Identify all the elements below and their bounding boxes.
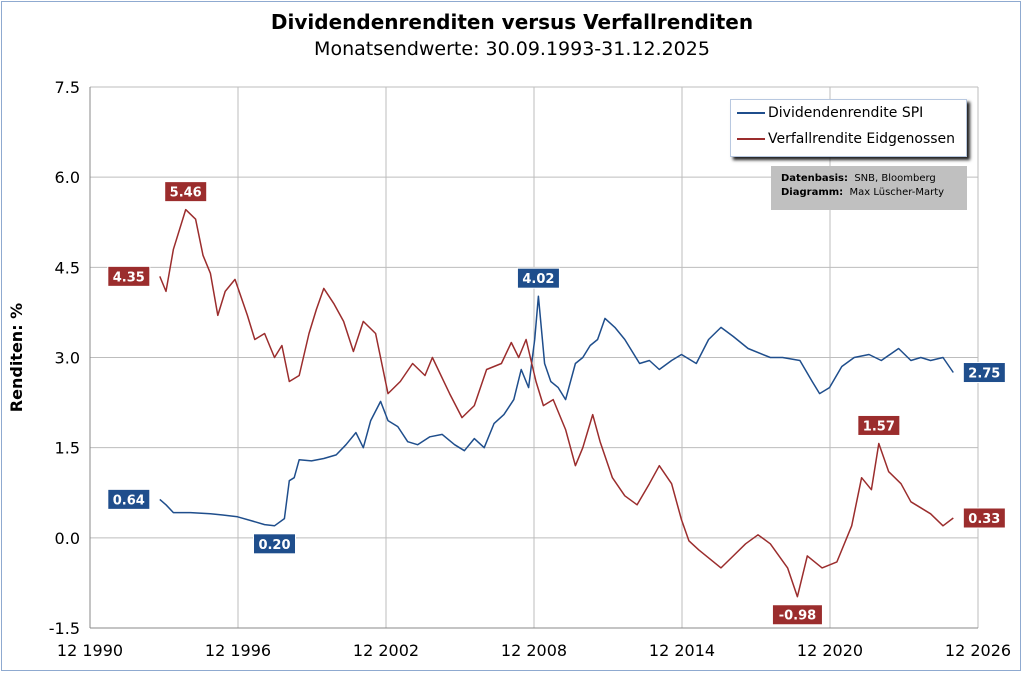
- data-label-box: [107, 488, 151, 510]
- series-line-verfallrendite: [159, 208, 954, 598]
- data-label-box: [771, 604, 823, 626]
- y-axis-label: Renditen: %: [7, 303, 26, 412]
- legend-item-yield: Verfallrendite Eidgenossen: [737, 131, 955, 147]
- y-tick-label: 7.5: [55, 78, 80, 97]
- source-label: Datenbasis:: [781, 173, 848, 184]
- source-value: SNB, Bloomberg: [854, 173, 936, 184]
- legend-swatch: [737, 112, 765, 114]
- legend: Dividendenrendite SPI Verfallrendite Eid…: [730, 99, 967, 157]
- x-tick-label: 12 2008: [501, 641, 567, 660]
- data-label: 0.20: [258, 538, 290, 553]
- data-label-box: [253, 533, 297, 555]
- data-label-box: [962, 507, 1006, 529]
- series-line-dividendenrendite: [159, 295, 954, 527]
- author-value: Max Lüscher-Marty: [849, 187, 945, 198]
- data-label: -0.98: [779, 609, 816, 624]
- y-tick-label: 4.5: [55, 258, 80, 277]
- y-tick-label: 0.0: [55, 529, 80, 548]
- data-label: 1.57: [863, 419, 895, 434]
- legend-label: Verfallrendite Eidgenossen: [768, 131, 956, 147]
- data-label: 0.33: [968, 512, 1000, 527]
- data-label-box: [857, 414, 901, 436]
- y-tick-label: 1.5: [55, 439, 80, 458]
- y-tick-label: 6.0: [55, 168, 80, 187]
- data-label-box: [107, 265, 151, 287]
- author-label: Diagramm:: [781, 187, 844, 198]
- chart-subtitle: Monatsendwerte: 30.09.1993-31.12.2025: [314, 38, 710, 60]
- x-tick-label: 12 2002: [353, 641, 419, 660]
- data-label: 2.75: [968, 367, 1000, 382]
- y-tick-label: 3.0: [55, 349, 80, 368]
- chart-title: Dividendenrenditen versus Verfallrendite…: [270, 10, 754, 34]
- legend-swatch: [737, 138, 765, 140]
- data-label-box: [164, 181, 208, 203]
- legend-item-dividend: Dividendenrendite SPI: [737, 105, 923, 121]
- x-tick-label: 12 2026: [945, 641, 1011, 660]
- data-label-box: [962, 362, 1006, 384]
- x-tick-label: 12 2014: [649, 641, 715, 660]
- data-label-box: [516, 267, 560, 289]
- data-label: 5.46: [170, 186, 202, 201]
- data-label: 4.02: [522, 272, 554, 287]
- legend-label: Dividendenrendite SPI: [768, 105, 924, 121]
- data-label: 0.64: [113, 493, 145, 508]
- source-box: Datenbasis: SNB, Bloomberg Diagramm: Max…: [771, 166, 967, 210]
- x-tick-label: 12 2020: [797, 641, 863, 660]
- x-tick-label: 12 1990: [57, 641, 123, 660]
- y-tick-label: -1.5: [49, 619, 80, 638]
- x-tick-label: 12 1996: [205, 641, 271, 660]
- data-label: 4.35: [113, 270, 145, 285]
